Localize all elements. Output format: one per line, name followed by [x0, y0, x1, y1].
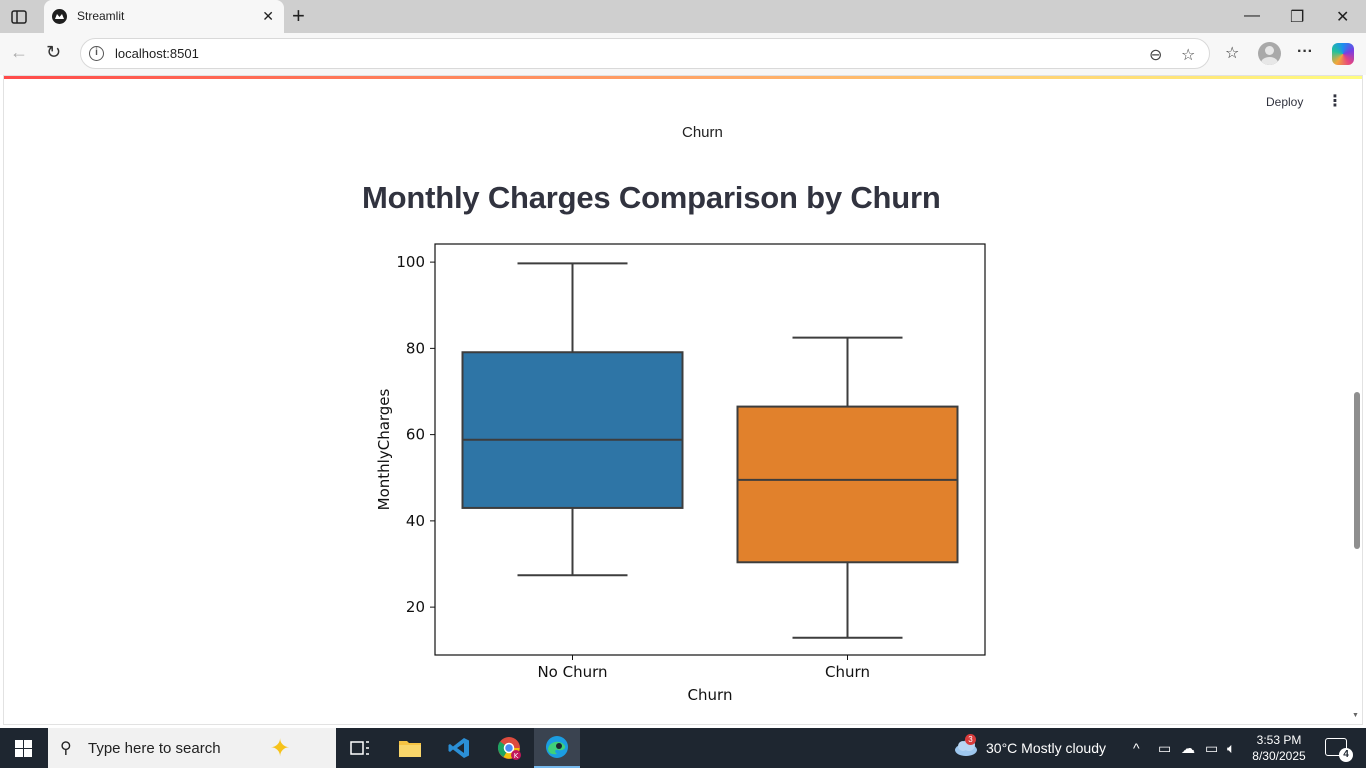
- address-bar-row: ← ↻ i localhost:8501 ⊖ ☆ ☆ ···: [0, 33, 1366, 75]
- browser-tab[interactable]: Streamlit ✕: [44, 0, 284, 33]
- y-tick-label: 40: [406, 512, 425, 530]
- y-tick-label: 20: [406, 598, 425, 616]
- url-bar[interactable]: i localhost:8501 ⊖ ☆: [80, 38, 1210, 69]
- more-options-icon[interactable]: ···: [1297, 43, 1313, 60]
- header-decoration: [4, 76, 1362, 79]
- previous-chart-xlabel: Churn: [682, 124, 723, 141]
- search-icon: ⚲: [60, 740, 72, 757]
- browser-tab-bar: Streamlit ✕ + — ❐ ✕: [0, 0, 1366, 33]
- streamlit-favicon-icon: [52, 9, 67, 24]
- tab-title: Streamlit: [77, 9, 125, 23]
- chrome-icon[interactable]: K: [486, 728, 532, 768]
- windows-start-icon[interactable]: [15, 740, 32, 757]
- svg-text:K: K: [514, 752, 519, 760]
- notification-count: 4: [1339, 748, 1353, 762]
- box-churn: [736, 405, 959, 564]
- scroll-down-icon[interactable]: ▼: [1352, 712, 1359, 719]
- vscode-icon[interactable]: [436, 728, 482, 768]
- x-axis-label: Churn: [688, 686, 733, 704]
- back-icon[interactable]: ←: [10, 42, 28, 62]
- main-menu-icon[interactable]: ⋮: [1327, 93, 1343, 110]
- taskbar-search[interactable]: ⚲ Type here to search ✦: [48, 728, 336, 768]
- tab-actions-icon[interactable]: [8, 6, 30, 28]
- x-tick-label: No Churn: [537, 663, 607, 681]
- profile-avatar[interactable]: [1258, 42, 1281, 65]
- page-title: Monthly Charges Comparison by Churn: [362, 180, 941, 215]
- task-view-icon[interactable]: [337, 728, 383, 768]
- file-explorer-icon[interactable]: [387, 728, 433, 768]
- y-tick-label: 60: [406, 426, 425, 444]
- clock[interactable]: 3:53 PM 8/30/2025: [1248, 732, 1310, 764]
- windows-taskbar: ⚲ Type here to search ✦ K 3 30°C Mostly …: [0, 728, 1366, 768]
- site-info-icon[interactable]: i: [89, 46, 104, 61]
- y-axis-label: MonthlyCharges: [375, 388, 393, 510]
- notification-icon[interactable]: 4: [1325, 738, 1353, 762]
- weather-badge: 3: [965, 734, 976, 745]
- weather-icon[interactable]: 3: [953, 734, 979, 761]
- search-placeholder[interactable]: Type here to search: [88, 740, 221, 757]
- favorites-icon[interactable]: ☆: [1225, 45, 1240, 62]
- minimize-icon[interactable]: —: [1244, 7, 1260, 24]
- weather-text[interactable]: 30°C Mostly cloudy: [986, 740, 1106, 756]
- tab-close-icon[interactable]: ✕: [262, 8, 274, 24]
- clock-date: 8/30/2025: [1252, 749, 1306, 763]
- edge-icon[interactable]: [534, 728, 580, 768]
- new-tab-icon[interactable]: +: [292, 3, 305, 28]
- volume-icon[interactable]: 🔈︎: [1227, 740, 1236, 756]
- restore-icon[interactable]: ❐: [1290, 9, 1305, 26]
- deploy-button[interactable]: Deploy: [1266, 95, 1304, 109]
- clock-time: 3:53 PM: [1256, 733, 1302, 747]
- favorite-star-icon[interactable]: ☆: [1181, 47, 1196, 64]
- close-window-icon[interactable]: ✕: [1336, 9, 1350, 26]
- copilot-sparkle-icon: ✦: [270, 735, 291, 762]
- box-no-churn: [461, 351, 684, 509]
- battery-icon[interactable]: ▭: [1205, 740, 1219, 756]
- scrollbar-thumb[interactable]: [1354, 392, 1360, 549]
- boxplot-chart: 20 40 60 80 100 No Churn Churn Churn MonthlyChar…: [375, 243, 986, 704]
- url-text[interactable]: localhost:8501: [115, 46, 199, 61]
- streamlit-page: Deploy ⋮ Churn Monthly Charges Compariso…: [3, 75, 1363, 725]
- plot-frame: [434, 243, 986, 656]
- zoom-out-icon[interactable]: ⊖: [1149, 47, 1163, 64]
- y-tick-label: 100: [396, 253, 425, 271]
- meet-now-icon[interactable]: ▭: [1158, 740, 1172, 756]
- x-tick-label: Churn: [825, 663, 870, 681]
- copilot-icon[interactable]: [1332, 43, 1354, 65]
- refresh-icon[interactable]: ↻: [46, 42, 62, 62]
- y-tick-label: 80: [406, 339, 425, 357]
- show-hidden-icons-icon[interactable]: ^: [1133, 740, 1140, 756]
- onedrive-icon[interactable]: ☁: [1181, 740, 1195, 756]
